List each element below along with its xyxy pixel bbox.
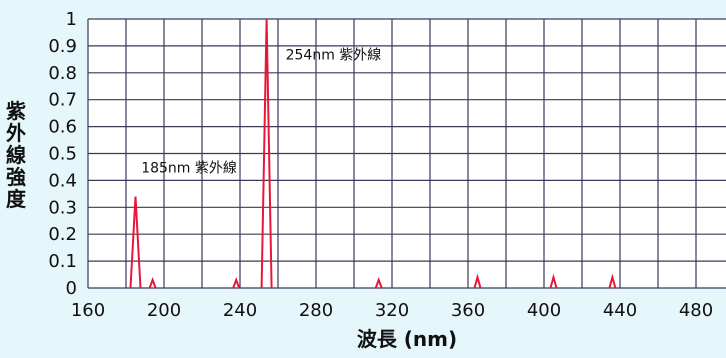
y-tick-label: 0.5 <box>48 144 77 165</box>
x-tick-label: 160 <box>71 300 105 321</box>
y-tick-label: 0 <box>66 278 77 299</box>
x-tick-label: 200 <box>147 300 181 321</box>
series-layer <box>129 18 617 289</box>
spectrum-peak <box>232 277 241 289</box>
y-tick-label: 0.7 <box>48 90 77 111</box>
y-axis-title: 紫外線強度 <box>6 99 27 211</box>
peak-annotation: 185nm 紫外線 <box>141 160 237 176</box>
spectrum-peak <box>260 18 273 289</box>
y-tick-label: 0.9 <box>48 36 77 57</box>
y-tick-label: 0.2 <box>48 224 77 245</box>
x-tick-label: 320 <box>375 300 409 321</box>
spectrum-peak <box>129 196 142 289</box>
y-tick-label: 1 <box>66 9 77 30</box>
x-tick-label: 400 <box>527 300 561 321</box>
spectrum-peak <box>374 277 383 289</box>
x-tick-label: 280 <box>299 300 333 321</box>
spectrum-peak <box>608 273 617 289</box>
grid-lines <box>87 18 726 289</box>
x-tick-label: 240 <box>223 300 257 321</box>
x-tick-labels: 160 200 240 280 320 360 400 440 480 <box>71 300 713 321</box>
spectrum-peak <box>148 277 157 289</box>
y-tick-label: 0.3 <box>48 197 77 218</box>
annotations: 185nm 紫外線 254nm 紫外線 <box>141 47 381 176</box>
y-tick-labels: 0 0.1 0.2 0.3 0.4 0.5 0.6 0.7 0.8 0.9 1 <box>48 9 77 299</box>
spectrum-peak <box>473 273 482 289</box>
y-tick-label: 0.4 <box>48 170 77 191</box>
x-tick-label: 440 <box>603 300 637 321</box>
x-tick-label: 480 <box>679 300 713 321</box>
y-tick-label: 0.1 <box>48 251 77 272</box>
y-tick-label: 0.6 <box>48 117 77 138</box>
y-tick-label: 0.8 <box>48 63 77 84</box>
spectrum-peak <box>549 273 558 289</box>
x-tick-label: 360 <box>451 300 485 321</box>
x-axis-title: 波長 (nm) <box>357 327 457 351</box>
peak-annotation: 254nm 紫外線 <box>286 47 382 63</box>
